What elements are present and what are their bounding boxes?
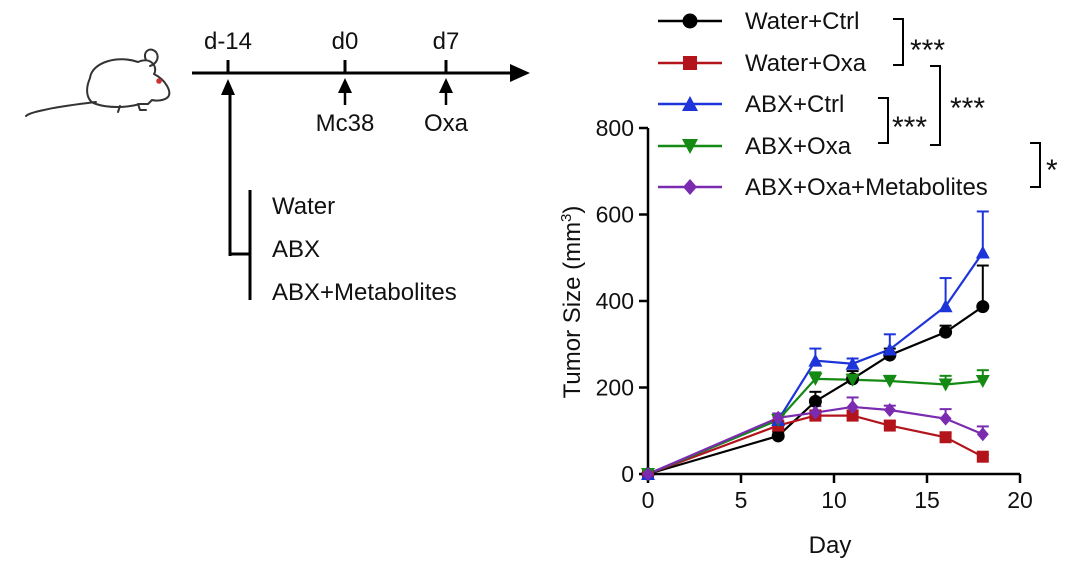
legend-label-abx-oxa-metabolites: ABX+Oxa+Metabolites: [745, 174, 988, 201]
x-tick-label: 20: [1007, 487, 1033, 513]
y-tick-label: 200: [596, 375, 634, 401]
data-point-abx-oxa-metabolites: [642, 467, 654, 481]
y-axis-title-superscript: 3: [558, 214, 575, 222]
legend-label-abx-ctrl: ABX+Ctrl: [745, 91, 844, 118]
group-label-water: Water: [272, 193, 335, 220]
bracket-water-ctrl-vs-water-oxa: [893, 18, 904, 66]
data-point-water-ctrl: [939, 325, 953, 339]
x-tick-label: 0: [642, 487, 655, 513]
timeline-label-d0: d0: [332, 28, 359, 55]
svg-text:Tumor Size (mm3): Tumor Size (mm3): [558, 206, 586, 399]
timeline-label-d7: d7: [433, 28, 460, 55]
data-point-water-oxa: [976, 450, 989, 463]
significance-label: ***: [892, 111, 927, 144]
data-point-abx-oxa: [938, 378, 953, 392]
x-tick-label: 10: [821, 487, 847, 513]
y-tick-label: 600: [596, 202, 634, 228]
y-tick-label: 800: [596, 115, 634, 141]
data-point-abx-oxa-metabolites: [809, 405, 822, 420]
x-tick-label: 5: [735, 487, 748, 513]
significance-label: ***: [910, 34, 945, 67]
data-point-water-ctrl: [771, 429, 785, 443]
arrow-up-icon: [338, 78, 352, 105]
series-markers: [641, 245, 990, 481]
timeline-label-d-14: d-14: [204, 28, 252, 55]
data-point-abx-oxa-metabolites: [846, 399, 859, 414]
significance-brackets: [878, 18, 1041, 188]
data-point-abx-oxa-metabolites: [772, 410, 785, 425]
data-point-abx-ctrl: [882, 342, 897, 356]
data-point-water-oxa: [883, 419, 896, 432]
legend-label-water-oxa: Water+Oxa: [745, 50, 867, 77]
x-axis-title: Day: [809, 532, 852, 559]
data-point-water-ctrl: [808, 394, 822, 408]
bracket-abx-ctrl-vs-abx-oxa: [878, 97, 889, 144]
legend-marker-water-oxa: [683, 56, 697, 70]
data-point-abx-ctrl: [975, 245, 990, 259]
data-point-water-oxa: [846, 409, 859, 422]
bracket-water-oxa-vs-abx-oxa: [930, 65, 941, 146]
arrow-up-icon: [439, 78, 453, 105]
legend-label-abx-oxa: ABX+Oxa: [745, 133, 852, 160]
bracket-abx-oxa-vs-metabolites: [1030, 142, 1041, 188]
legend-marker-water-ctrl: [682, 13, 698, 29]
chart-legend: Water+Ctrl Water+Oxa ABX+Ctrl ABX+Oxa ABX+Ox…: [658, 8, 988, 201]
group-label-abx: ABX: [272, 236, 320, 263]
y-axis-title-close: ): [559, 206, 586, 214]
legend-label-water-ctrl: Water+Ctrl: [745, 8, 859, 35]
data-point-abx-oxa-metabolites: [883, 402, 896, 417]
data-point-abx-ctrl: [808, 353, 823, 367]
y-axis-title: Tumor Size (mm3): [558, 206, 586, 399]
error-bars: [772, 210, 989, 457]
group-label-abx-metabolites: ABX+Metabolites: [272, 279, 457, 306]
data-point-abx-oxa: [882, 375, 897, 389]
data-point-abx-oxa: [808, 372, 823, 386]
y-tick-label: 400: [596, 288, 634, 314]
series-line-water-ctrl: [647, 305, 984, 476]
data-point-abx-ctrl: [845, 356, 860, 370]
y-tick-label: 0: [621, 461, 634, 487]
data-point-water-oxa: [939, 431, 952, 444]
timeline-label-mc38: Mc38: [316, 110, 375, 137]
data-point-abx-oxa: [845, 373, 860, 387]
mouse-icon: [25, 48, 171, 117]
data-point-abx-oxa-metabolites: [976, 427, 989, 442]
data-point-water-ctrl: [976, 300, 990, 314]
series-line-water-oxa: [647, 414, 984, 476]
x-tick-label: 15: [914, 487, 940, 513]
data-point-abx-oxa: [975, 375, 990, 389]
legend-marker-abx-oxa-metabolites: [683, 179, 697, 195]
significance-label: *: [1046, 154, 1058, 187]
legend-marker-abx-oxa: [682, 139, 698, 154]
y-axis-title-text: Tumor Size (mm: [559, 222, 586, 398]
data-point-abx-ctrl: [938, 299, 953, 313]
group-split-connector: [221, 79, 252, 300]
significance-label: ***: [950, 92, 985, 125]
timeline-label-oxa: Oxa: [424, 110, 469, 137]
legend-marker-abx-ctrl: [682, 96, 698, 111]
data-point-abx-oxa-metabolites: [939, 411, 952, 426]
timeline-arrow: [192, 64, 530, 82]
